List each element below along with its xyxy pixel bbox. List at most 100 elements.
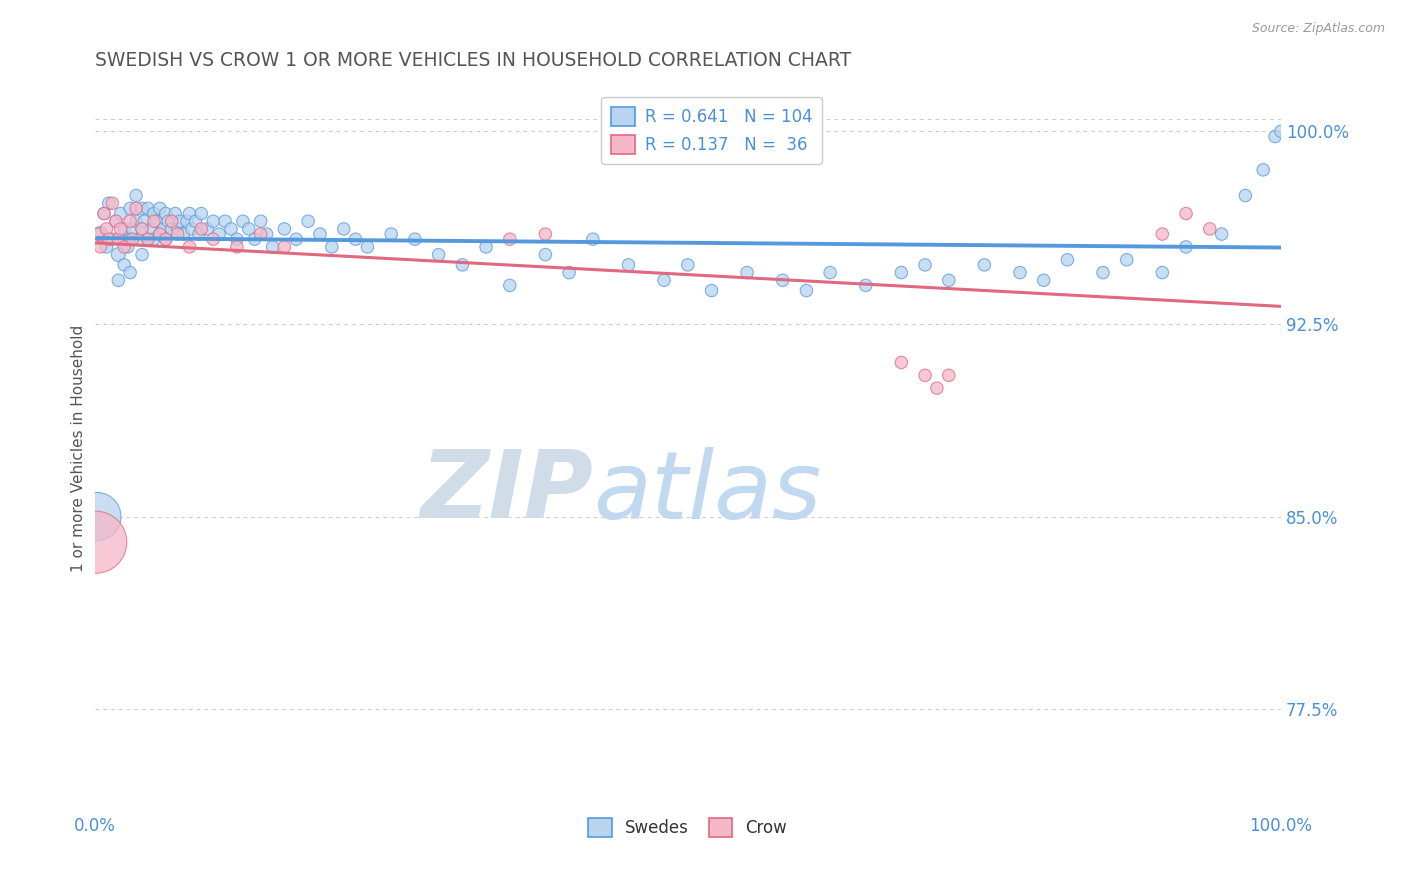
Point (1008, 266, 1031, 280)
Point (1175, 240, 1198, 254)
Point (173, 227, 195, 241)
Point (131, 202, 153, 216)
Point (219, 222, 242, 236)
Point (180, 222, 202, 236)
Point (136, 232, 159, 246)
Legend: Swedes, Crow: Swedes, Crow (582, 811, 794, 844)
Point (120, 232, 142, 246)
Point (120, 202, 142, 216)
Point (818, 266, 841, 280)
Point (149, 227, 172, 241)
Point (1264, 129, 1286, 144)
Point (226, 232, 249, 246)
Point (87, 227, 110, 241)
Point (582, 232, 605, 246)
Point (321, 240, 343, 254)
Point (89, 240, 111, 254)
Point (104, 214, 127, 228)
Point (142, 206, 165, 220)
Point (914, 258, 936, 272)
Point (97, 232, 120, 246)
Point (356, 240, 378, 254)
Point (155, 232, 177, 246)
Point (499, 232, 522, 246)
Point (120, 214, 142, 228)
Text: SWEDISH VS CROW 1 OR MORE VEHICLES IN HOUSEHOLD CORRELATION CHART: SWEDISH VS CROW 1 OR MORE VEHICLES IN HO… (94, 51, 851, 70)
Point (160, 222, 183, 236)
Point (152, 222, 174, 236)
Point (89, 227, 111, 241)
Point (238, 222, 260, 236)
Point (110, 206, 132, 220)
Point (107, 247, 129, 261)
Point (195, 222, 218, 236)
Point (499, 278, 522, 293)
Point (117, 240, 139, 254)
Point (1056, 252, 1078, 267)
Point (128, 232, 150, 246)
Point (1198, 222, 1220, 236)
Point (190, 206, 212, 220)
Point (142, 214, 165, 228)
Point (232, 214, 254, 228)
Point (973, 258, 995, 272)
Point (121, 232, 143, 246)
Point (558, 266, 581, 280)
Point (796, 284, 818, 298)
Point (96, 222, 118, 236)
Point (131, 222, 153, 236)
Point (273, 222, 295, 236)
Point (155, 206, 177, 220)
Point (534, 247, 557, 261)
Point (332, 222, 354, 236)
Point (93, 206, 115, 220)
Point (176, 214, 198, 228)
Point (273, 240, 295, 254)
Point (142, 232, 165, 246)
Point (202, 232, 225, 246)
Text: ZIP: ZIP (420, 446, 593, 538)
Point (125, 188, 148, 202)
Point (165, 206, 187, 220)
Point (101, 232, 124, 246)
Point (249, 227, 271, 241)
Point (104, 214, 127, 228)
Point (125, 214, 148, 228)
Point (451, 258, 474, 272)
Point (112, 258, 135, 272)
Point (249, 214, 271, 228)
Point (475, 240, 498, 254)
Point (179, 206, 201, 220)
Point (188, 227, 211, 241)
Point (190, 222, 212, 236)
Point (285, 232, 308, 246)
Point (101, 196, 124, 211)
Point (890, 266, 912, 280)
Point (208, 227, 231, 241)
Point (427, 247, 450, 261)
Point (1175, 206, 1198, 220)
Point (179, 240, 201, 254)
Point (380, 227, 402, 241)
Point (700, 284, 723, 298)
Point (125, 202, 148, 216)
Point (914, 368, 936, 383)
Point (166, 227, 188, 241)
Point (86, 509, 108, 524)
Point (617, 258, 640, 272)
Point (309, 227, 332, 241)
Point (1251, 162, 1274, 177)
Text: atlas: atlas (593, 447, 821, 538)
Point (96, 240, 118, 254)
Point (202, 214, 225, 228)
Point (107, 232, 129, 246)
Point (1234, 188, 1257, 202)
Point (214, 214, 236, 228)
Point (344, 232, 367, 246)
Point (890, 355, 912, 369)
Point (1152, 227, 1174, 241)
Point (262, 240, 284, 254)
Point (134, 214, 156, 228)
Point (166, 222, 188, 236)
Point (772, 273, 794, 287)
